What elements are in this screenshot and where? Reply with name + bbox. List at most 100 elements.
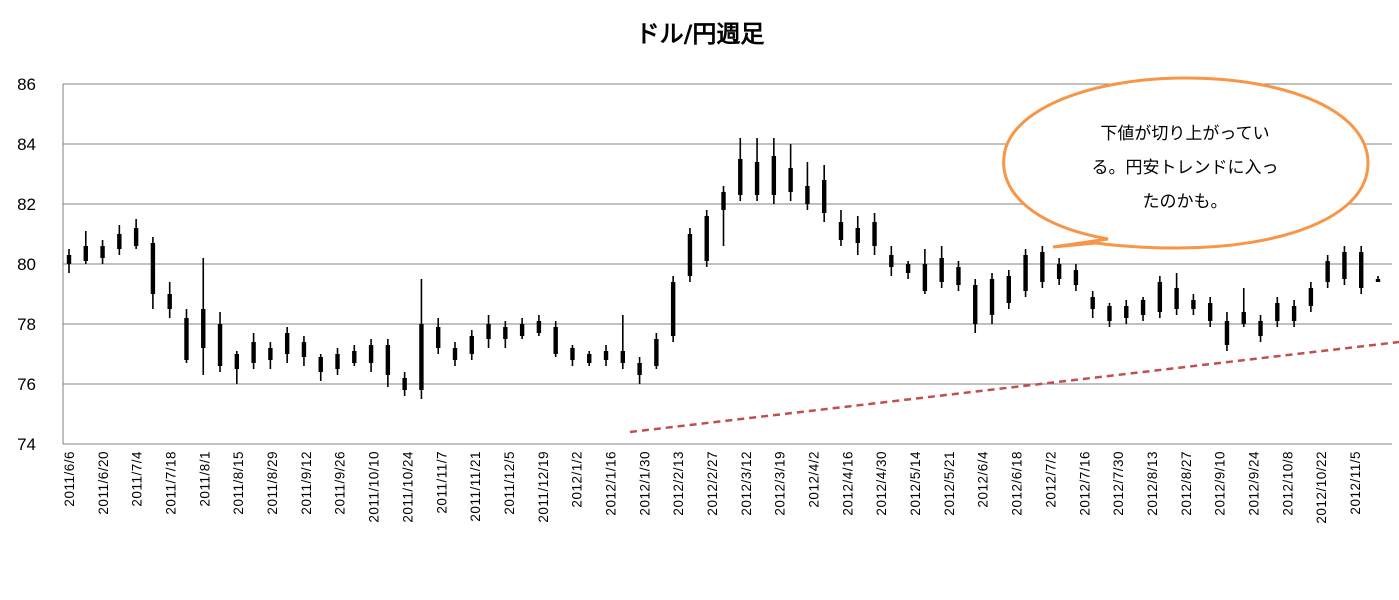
candle-body [184, 318, 189, 360]
candle-body [385, 345, 391, 375]
candle-body [973, 285, 978, 324]
candle-body [721, 192, 726, 210]
x-tick-label: 2011/11/7 [434, 451, 449, 514]
x-tick-label: 2012/2/27 [705, 451, 720, 516]
candle-body [100, 246, 105, 258]
candle-body [436, 327, 441, 348]
x-tick-label: 2012/7/2 [1043, 451, 1058, 508]
candle-body [1325, 261, 1330, 282]
y-tick-label: 76 [17, 375, 36, 394]
candle-body [419, 324, 424, 390]
candle-body [318, 357, 323, 372]
candle-body [687, 234, 693, 276]
x-tick-label: 2011/10/24 [400, 451, 415, 523]
x-tick-label: 2012/4/2 [807, 451, 822, 508]
candle-body [519, 324, 525, 336]
candle-body [889, 255, 894, 267]
candle-body [587, 354, 592, 363]
x-tick-label: 2011/12/5 [502, 451, 517, 515]
candle-body [1174, 288, 1179, 309]
candle-body [805, 186, 810, 204]
x-tick-label: 2011/6/20 [96, 451, 111, 515]
x-tick-label: 2012/4/30 [874, 451, 889, 516]
x-tick-label: 2011/10/10 [367, 451, 382, 523]
candle-body [1191, 300, 1196, 309]
candle-body [704, 216, 709, 261]
x-tick-label: 2011/9/12 [299, 451, 314, 515]
y-tick-label: 74 [17, 435, 36, 454]
candle-body [1241, 312, 1246, 324]
candle-body [1359, 252, 1364, 288]
candle-body [1308, 288, 1314, 306]
y-tick-label: 80 [17, 255, 36, 274]
candle-body [905, 264, 911, 273]
candle-body [989, 279, 995, 315]
candle-body [603, 351, 609, 360]
candle-body [1023, 255, 1028, 291]
chart-title: ドル/円週足 [636, 20, 765, 48]
candle-body [335, 354, 340, 369]
y-tick-label: 82 [17, 195, 36, 214]
x-tick-label: 2012/9/24 [1246, 451, 1261, 516]
trendline [629, 340, 1399, 434]
x-tick-label: 2012/6/18 [1010, 451, 1025, 516]
callout-line-1: 下値が切り上がってい [1100, 124, 1269, 144]
x-tick-label: 2011/8/15 [231, 451, 246, 515]
y-axis: 74 76 78 80 82 84 86 [17, 75, 36, 454]
candle-body [133, 228, 139, 246]
candle-body [1157, 282, 1163, 312]
candle-body [1006, 276, 1011, 303]
candle-body [788, 168, 793, 192]
x-tick-label: 2012/9/10 [1213, 451, 1228, 516]
candle-body [956, 267, 961, 285]
candle-body [402, 378, 407, 390]
candle-body [1140, 300, 1146, 315]
candle-body [1073, 270, 1079, 285]
candle-body [234, 354, 240, 369]
candlesticks [66, 138, 1381, 399]
candle-body [922, 264, 928, 291]
candle-body [939, 258, 944, 282]
x-tick-label: 2012/2/13 [671, 451, 686, 516]
candle-body [469, 336, 474, 354]
candle-body [1342, 252, 1347, 279]
candle-body [1258, 321, 1263, 336]
candle-body [251, 342, 256, 363]
candle-body [117, 234, 122, 249]
candle-body [268, 348, 273, 360]
candle-body [1040, 252, 1045, 282]
y-tick-label: 84 [17, 135, 36, 154]
candle-body [1291, 306, 1297, 321]
x-tick-label: 2012/4/16 [840, 451, 855, 516]
x-tick-label: 2011/8/29 [265, 451, 280, 515]
x-tick-label: 2012/11/5 [1348, 451, 1363, 515]
candle-body [1224, 321, 1230, 345]
candle-body [838, 222, 844, 240]
candle-body [66, 255, 72, 264]
candle-body [620, 351, 626, 363]
callout-line-2: る。円安トレンドに入っ [1092, 158, 1279, 178]
x-axis: 2011/6/6 2011/6/20 2011/7/4 2011/7/18 2011/8… [62, 451, 1363, 524]
callout-annotation: 下値が切り上がってい る。円安トレンドに入っ たのかも。 [1002, 76, 1370, 250]
candle-body [503, 327, 508, 339]
x-tick-label: 2011/7/18 [164, 451, 179, 515]
candle-body [872, 222, 877, 246]
candle-body [1124, 306, 1129, 318]
x-tick-label: 2012/7/30 [1111, 451, 1126, 516]
x-tick-label: 2012/3/19 [773, 451, 788, 516]
candle-body [553, 327, 558, 354]
candle-body [83, 246, 88, 261]
callout-bubble [1002, 76, 1370, 250]
x-tick-label: 2012/6/4 [976, 451, 991, 508]
x-tick-label: 2011/11/21 [468, 451, 483, 522]
candle-body [771, 156, 777, 195]
x-tick-label: 2012/10/8 [1280, 451, 1295, 516]
candle-body [754, 162, 760, 195]
candle-body [738, 159, 743, 195]
candle-body [1275, 303, 1280, 321]
candle-body [167, 294, 172, 309]
candle-body [284, 333, 290, 354]
candle-body [368, 345, 374, 363]
x-tick-label: 2012/1/2 [570, 451, 585, 508]
